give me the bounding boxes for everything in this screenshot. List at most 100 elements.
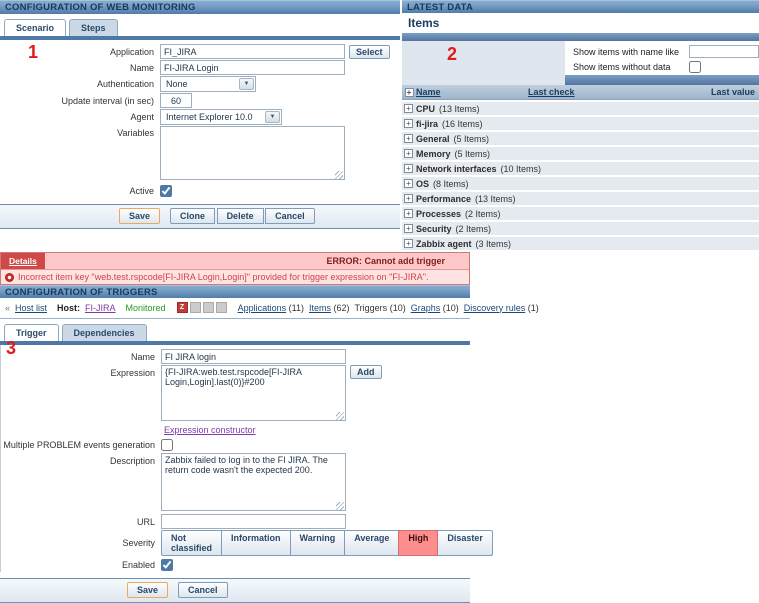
error-icon — [5, 272, 14, 282]
menu-items[interactable]: Items — [308, 302, 331, 313]
variables-field[interactable] — [160, 126, 345, 180]
expand-icon[interactable]: + — [404, 209, 413, 218]
trigger-name-field[interactable] — [161, 349, 346, 364]
expression-field[interactable]: {FI-JIRA:web.test.rspcode[FI-JIRA Login,… — [161, 365, 346, 421]
column-name[interactable]: Name — [416, 87, 441, 97]
expand-icon[interactable]: + — [404, 164, 413, 173]
page-title: CONFIGURATION OF TRIGGERS — [0, 285, 470, 298]
expand-icon[interactable]: + — [404, 224, 413, 233]
page-title: CONFIGURATION OF WEB MONITORING — [0, 0, 400, 14]
host-status: Monitored — [125, 302, 166, 313]
menu-discovery-rules[interactable]: Discovery rules — [463, 302, 526, 313]
item-group-name[interactable]: Network interfaces — [416, 163, 497, 174]
severity-label: Severity — [122, 538, 155, 548]
expand-icon[interactable]: + — [404, 119, 413, 128]
availability-icons: Z — [176, 302, 227, 313]
item-group-name[interactable]: CPU — [416, 103, 436, 114]
url-field[interactable] — [161, 514, 346, 529]
cancel-button[interactable]: Cancel — [178, 582, 228, 598]
agent-label: Agent — [130, 112, 154, 122]
column-last-check[interactable]: Last check — [528, 87, 575, 97]
description-label: Description — [109, 456, 155, 466]
menu-applications-count: (11) — [288, 302, 304, 313]
without-data-checkbox[interactable] — [689, 60, 701, 73]
menu-graphs-count: (10) — [442, 302, 459, 313]
tab-accent-strip — [0, 341, 470, 345]
active-checkbox[interactable] — [160, 184, 172, 197]
table-row: + CPU (13 Items) — [402, 102, 759, 115]
chevron-down-icon: ▼ — [239, 78, 254, 90]
tab-scenario[interactable]: Scenario — [4, 19, 67, 36]
items-table-header: + Name Last check Last value — [402, 85, 759, 100]
form-footer: Save Clone Delete Cancel — [0, 204, 400, 229]
tab-dependencies[interactable]: Dependencies — [61, 324, 147, 341]
annotation-3: 3 — [6, 338, 17, 358]
name-like-input[interactable] — [689, 45, 759, 58]
filter-strip — [565, 75, 759, 85]
item-group-name[interactable]: Processes — [416, 208, 462, 219]
expand-icon[interactable]: + — [404, 179, 413, 188]
cancel-button[interactable]: Cancel — [265, 208, 315, 224]
breadcrumb-host-name[interactable]: FI-JIRA — [85, 302, 116, 313]
save-button[interactable]: Save — [127, 582, 169, 598]
clone-button[interactable]: Clone — [170, 208, 216, 224]
multiple-problem-checkbox[interactable] — [161, 438, 173, 451]
expression-constructor-link[interactable]: Expression constructor — [164, 425, 256, 435]
enabled-checkbox[interactable] — [161, 558, 173, 571]
severity-average[interactable]: Average — [344, 530, 400, 556]
item-group-name[interactable]: fi-jira — [416, 118, 439, 129]
without-data-label: Show items without data — [573, 61, 671, 72]
severity-warning[interactable]: Warning — [289, 530, 346, 556]
trigger-name-label: Name — [130, 351, 155, 362]
tab-bar: Scenario Steps — [0, 14, 400, 36]
variables-field-wrap — [160, 126, 345, 182]
item-group-name[interactable]: General — [416, 133, 450, 144]
host-label: Host: — [57, 302, 81, 313]
variables-label: Variables — [117, 128, 154, 138]
severity-group: Not classified Information Warning Avera… — [161, 530, 493, 556]
item-group-count: (2 Items) — [465, 208, 501, 219]
expand-icon[interactable]: + — [404, 104, 413, 113]
error-message: Incorrect item key "web.test.rspcode[FI-… — [18, 272, 429, 282]
expand-icon[interactable]: + — [404, 239, 413, 248]
tab-steps[interactable]: Steps — [69, 19, 118, 36]
annotation-2: 2 — [447, 44, 458, 64]
save-button[interactable]: Save — [119, 208, 161, 224]
add-button[interactable]: Add — [350, 365, 382, 379]
select-button[interactable]: Select — [349, 44, 390, 59]
expand-icon[interactable]: + — [404, 194, 413, 203]
annotation-1: 1 — [28, 42, 39, 62]
severity-high[interactable]: High — [398, 530, 439, 556]
application-field[interactable] — [160, 44, 345, 59]
tab-accent-strip — [0, 36, 400, 40]
expression-label: Expression — [110, 368, 155, 378]
item-group-name[interactable]: Security — [416, 223, 452, 234]
description-field[interactable]: Zabbix failed to log in to the FI JIRA. … — [161, 453, 346, 511]
item-group-name[interactable]: OS — [416, 178, 430, 189]
breadcrumb-host-list[interactable]: Host list — [15, 302, 48, 313]
severity-information[interactable]: Information — [221, 530, 291, 556]
name-field[interactable] — [160, 60, 345, 75]
menu-discovery-rules-count: (1) — [527, 302, 539, 313]
expand-icon[interactable]: + — [404, 149, 413, 158]
item-group-name[interactable]: Zabbix agent — [416, 238, 472, 249]
table-row: + OS (8 Items) — [402, 177, 759, 190]
table-row: + Zabbix agent (3 Items) — [402, 237, 759, 250]
menu-applications[interactable]: Applications — [237, 302, 287, 313]
item-group-name[interactable]: Memory — [416, 148, 451, 159]
severity-disaster[interactable]: Disaster — [437, 530, 493, 556]
jmx-status-icon — [202, 302, 214, 313]
expand-icon[interactable]: + — [404, 134, 413, 143]
tab-trigger[interactable]: Trigger — [4, 324, 59, 341]
item-group-name[interactable]: Performance — [416, 193, 472, 204]
expand-all-icon[interactable]: + — [404, 88, 414, 97]
error-details-link[interactable]: Details — [1, 253, 45, 269]
menu-graphs[interactable]: Graphs — [410, 302, 441, 313]
update-interval-field[interactable] — [160, 93, 192, 108]
delete-button[interactable]: Delete — [216, 208, 264, 224]
severity-not-classified[interactable]: Not classified — [161, 530, 223, 556]
authentication-select[interactable]: None ▼ — [160, 76, 256, 92]
agent-select[interactable]: Internet Explorer 10.0 ▼ — [160, 109, 282, 125]
table-row: + Security (2 Items) — [402, 222, 759, 235]
breadcrumb: « Host list Host: FI-JIRA Monitored Z Ap… — [0, 298, 539, 319]
